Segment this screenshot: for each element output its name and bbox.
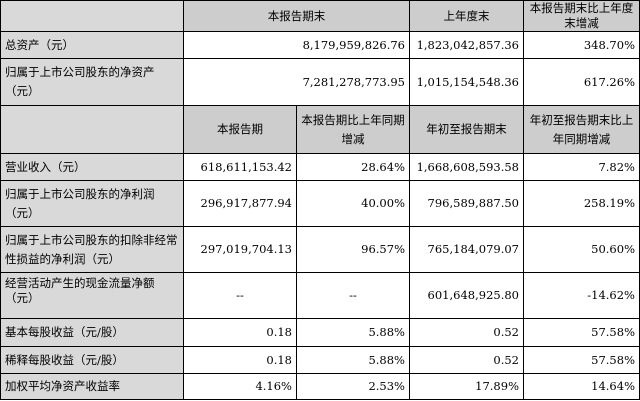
- value-cell: 0.52: [409, 346, 524, 374]
- value-cell: 0.18: [183, 346, 297, 374]
- header-cell: 本报告期: [183, 105, 297, 154]
- header-cell: 上年度末: [409, 0, 524, 32]
- value-cell: 0.52: [409, 318, 524, 347]
- value-cell: 4.16%: [183, 373, 297, 400]
- row-label: 基本每股收益（元/股）: [0, 318, 184, 347]
- table-row: 基本每股收益（元/股） 0.18 5.88% 0.52 57.58%: [0, 318, 640, 347]
- value-cell: 7,281,278,773.95: [183, 58, 410, 106]
- row-label: 营业收入（元）: [0, 153, 184, 181]
- value-cell: 796,589,887.50: [409, 180, 524, 227]
- value-cell: 601,648,925.80: [409, 272, 524, 319]
- row-label: 经营活动产生的现金流量净额（元）: [0, 272, 184, 319]
- value-cell: --: [183, 272, 297, 319]
- table-row: 营业收入（元） 618,611,153.42 28.64% 1,668,608,…: [0, 153, 640, 181]
- header-cell: 本报告期末: [183, 0, 410, 32]
- value-cell: 14.64%: [523, 373, 640, 400]
- row-label: 归属于上市公司股东的净利润（元）: [0, 180, 184, 227]
- corner-cell: [0, 0, 184, 32]
- table-row: 稀释每股收益（元/股） 0.18 5.88% 0.52 57.58%: [0, 346, 640, 374]
- value-cell: 28.64%: [296, 153, 410, 181]
- value-cell: 57.58%: [523, 318, 640, 347]
- table-row: 加权平均净资产收益率 4.16% 2.53% 17.89% 14.64%: [0, 373, 640, 400]
- row-label: 加权平均净资产收益率: [0, 373, 184, 400]
- value-cell: 348.70%: [523, 31, 640, 59]
- value-cell: 7.82%: [523, 153, 640, 181]
- value-cell: 765,184,079.07: [409, 226, 524, 273]
- header-cell: 年初至报告期末比上年同期增减: [523, 105, 640, 154]
- value-cell: 96.57%: [296, 226, 410, 273]
- row-label: 稀释每股收益（元/股）: [0, 346, 184, 374]
- header-cell: 本报告期比上年同期增减: [296, 105, 410, 154]
- top-header-row: 本报告期末 上年度末 本报告期末比上年度末增减: [0, 0, 640, 32]
- table-row: 总资产（元） 8,179,959,826.76 1,823,042,857.36…: [0, 31, 640, 59]
- table-row: 经营活动产生的现金流量净额（元） -- -- 601,648,925.80 -1…: [0, 272, 640, 319]
- row-label: 归属于上市公司股东的扣除非经常性损益的净利润（元）: [0, 226, 184, 273]
- mid-header-row: 本报告期 本报告期比上年同期增减 年初至报告期末 年初至报告期末比上年同期增减: [0, 105, 640, 154]
- value-cell: 17.89%: [409, 373, 524, 400]
- value-cell: 618,611,153.42: [183, 153, 297, 181]
- header-cell: 年初至报告期末: [409, 105, 524, 154]
- value-cell: 5.88%: [296, 346, 410, 374]
- row-label: 归属于上市公司股东的净资产（元）: [0, 58, 184, 106]
- row-label: 总资产（元）: [0, 31, 184, 59]
- header-cell: 本报告期末比上年度末增减: [523, 0, 640, 32]
- value-cell: 1,823,042,857.36: [409, 31, 524, 59]
- table-row: 归属于上市公司股东的扣除非经常性损益的净利润（元） 297,019,704.13…: [0, 226, 640, 273]
- value-cell: 1,668,608,593.58: [409, 153, 524, 181]
- value-cell: 297,019,704.13: [183, 226, 297, 273]
- table-row: 归属于上市公司股东的净资产（元） 7,281,278,773.95 1,015,…: [0, 58, 640, 106]
- value-cell: 296,917,877.94: [183, 180, 297, 227]
- value-cell: --: [296, 272, 410, 319]
- value-cell: 5.88%: [296, 318, 410, 347]
- table-row: 归属于上市公司股东的净利润（元） 296,917,877.94 40.00% 7…: [0, 180, 640, 227]
- value-cell: 40.00%: [296, 180, 410, 227]
- value-cell: 8,179,959,826.76: [183, 31, 410, 59]
- value-cell: 258.19%: [523, 180, 640, 227]
- value-cell: 0.18: [183, 318, 297, 347]
- corner-cell: [0, 105, 184, 154]
- value-cell: 50.60%: [523, 226, 640, 273]
- value-cell: 57.58%: [523, 346, 640, 374]
- value-cell: 2.53%: [296, 373, 410, 400]
- value-cell: 617.26%: [523, 58, 640, 106]
- value-cell: 1,015,154,548.36: [409, 58, 524, 106]
- value-cell: -14.62%: [523, 272, 640, 319]
